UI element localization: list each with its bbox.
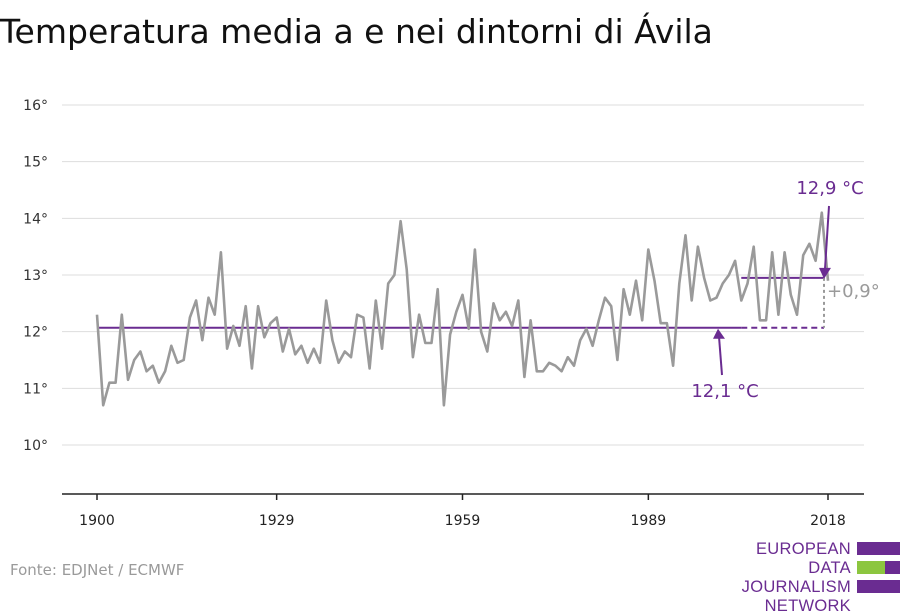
- line-chart: 10° 11° 12° 13° 14° 15° 16° 1900 1929 1959 1989 20…: [23, 98, 880, 529]
- y-tick-label: 12°: [23, 325, 48, 341]
- y-axis-tick-labels: 10° 11° 12° 13° 14° 15° 16°: [23, 98, 48, 454]
- logo-line-2: DATA JOURNALISM: [741, 559, 851, 596]
- y-tick-label: 16°: [23, 98, 48, 114]
- y-tick-label: 13°: [23, 268, 48, 284]
- source-note: Fonte: EDJNet / ECMWF: [10, 561, 185, 579]
- x-tick-label: 1959: [445, 513, 481, 529]
- logo-bar-top: [857, 542, 900, 555]
- baseline-arrowhead: [713, 328, 725, 339]
- annotations: 12,9 °C 12,1 °C +0,9°: [691, 178, 879, 402]
- logo-line-1: EUROPEAN: [755, 540, 851, 558]
- logo-text: EUROPEAN DATA JOURNALISM NETWORK: [700, 540, 851, 616]
- difference-label: +0,9°: [827, 281, 880, 302]
- x-tick-label: 2018: [810, 513, 846, 529]
- grid-lines: [62, 104, 864, 446]
- y-tick-label: 11°: [23, 381, 48, 397]
- chart-title: Temperatura media a e nei dintorni di Áv…: [0, 12, 713, 51]
- x-tick-label: 1929: [259, 513, 295, 529]
- y-tick-label: 15°: [23, 155, 48, 171]
- y-tick-label: 10°: [23, 438, 48, 454]
- x-tick-label: 1989: [631, 513, 667, 529]
- recent-average-arrow-shaft: [824, 205, 830, 269]
- baseline-label: 12,1 °C: [691, 381, 758, 402]
- series-group: [95, 211, 830, 407]
- logo-bar-bottom: [857, 580, 900, 593]
- series-line: [95, 211, 830, 407]
- x-axis: 1900 1929 1959 1989 2018: [62, 493, 864, 529]
- baseline-arrow-shaft: [718, 336, 723, 376]
- recent-average-arrowhead: [819, 267, 831, 279]
- y-tick-label: 14°: [23, 211, 48, 227]
- logo-bar-green: [857, 561, 885, 574]
- recent-average-label: 12,9 °C: [796, 178, 863, 199]
- edjnet-logo: EUROPEAN DATA JOURNALISM NETWORK: [700, 540, 900, 615]
- x-tick-label: 1900: [79, 513, 115, 529]
